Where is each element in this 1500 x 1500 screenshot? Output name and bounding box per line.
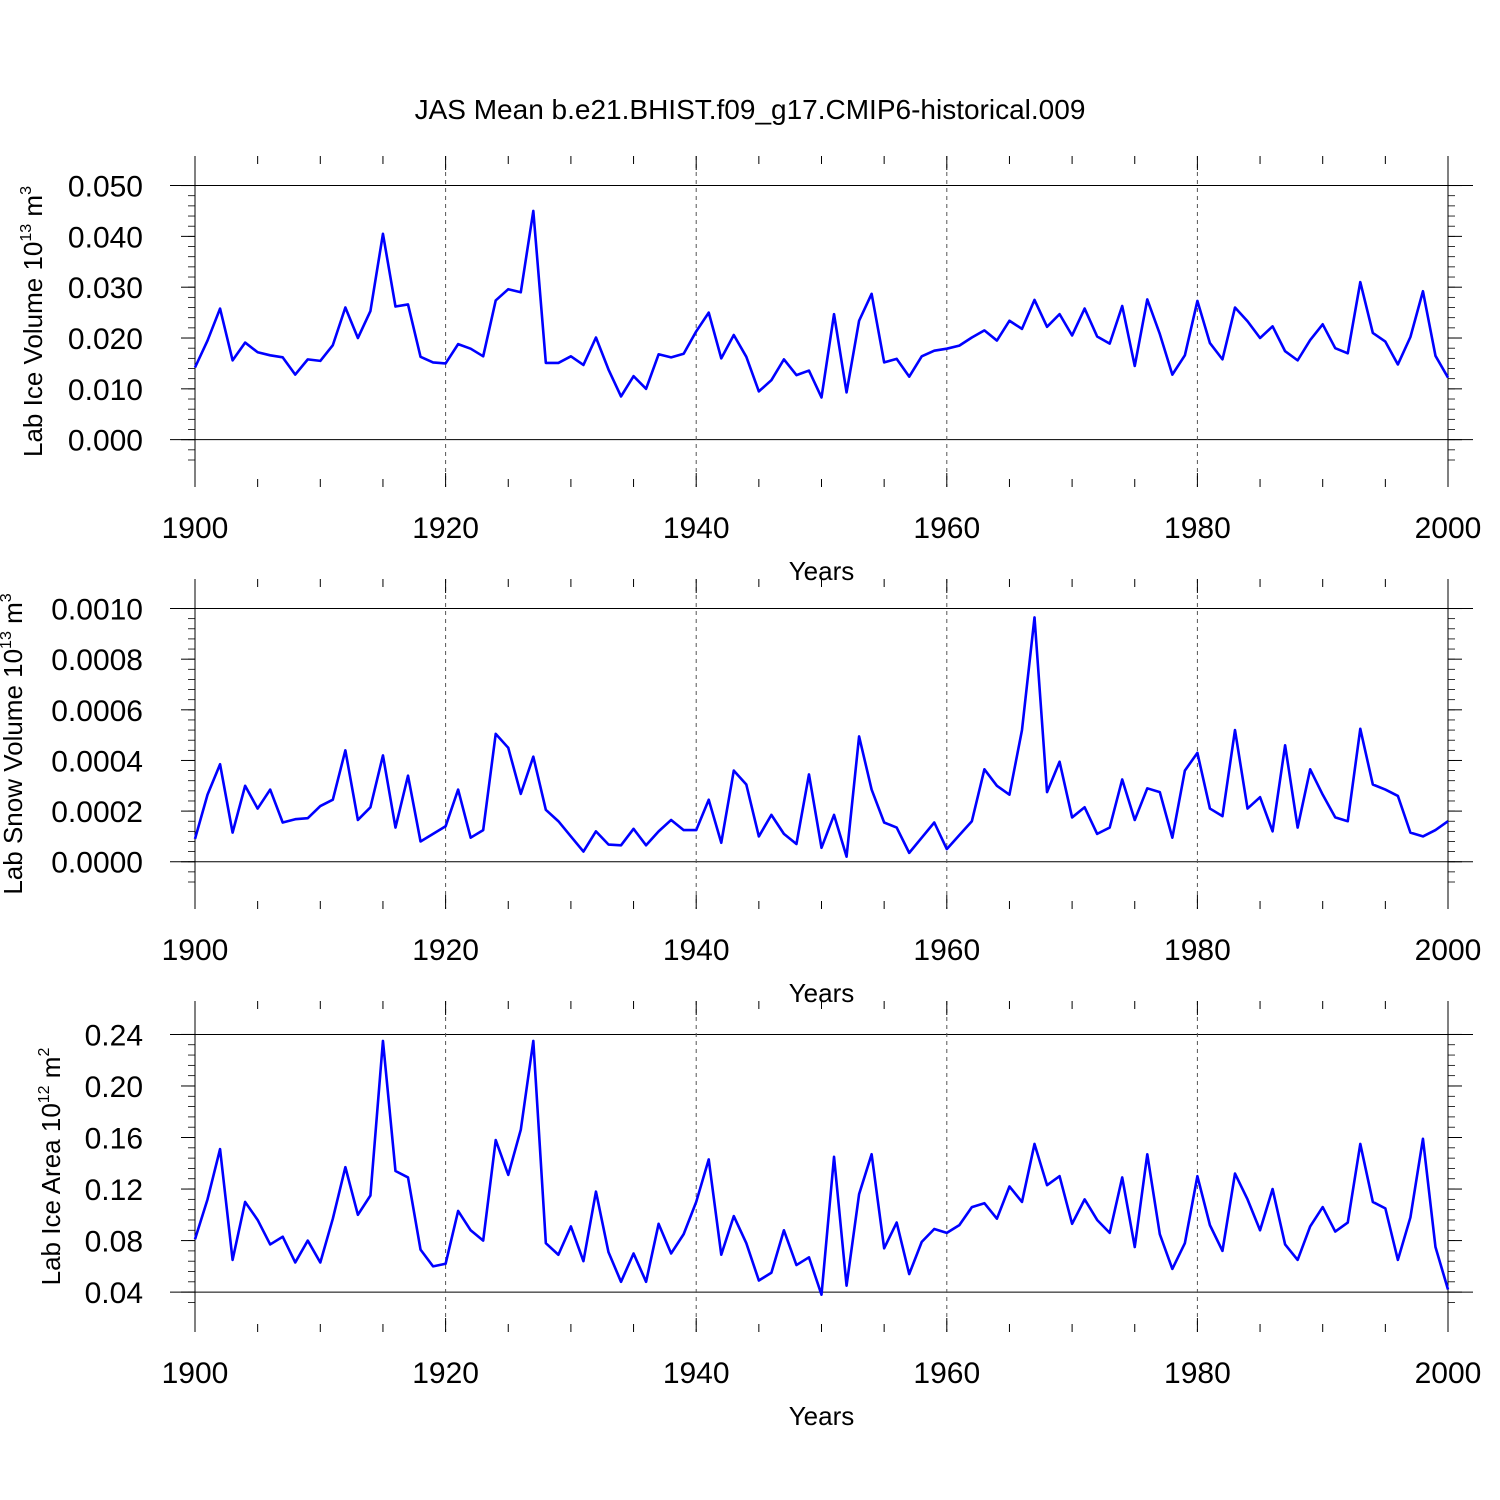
y-tick-label: 0.0000 (51, 847, 143, 880)
y-axis-label-text: Lab Snow Volume 10 (0, 649, 28, 895)
y-axis-label-unit: m (0, 602, 28, 631)
y-tick-label: 0.12 (85, 1174, 143, 1207)
series-line (193, 616, 1449, 858)
y-tick-label: 0.08 (85, 1226, 143, 1259)
x-tick-label: 1980 (1164, 1357, 1231, 1390)
y-axis-label: Lab Snow Volume 1013 m3 (0, 593, 28, 894)
x-tick-label: 1920 (412, 934, 479, 967)
panel-ice-volume: 0.000 0.010 0.020 0.030 0.040 0.050 1900 1920 19… (18, 156, 1481, 586)
panel-ice-area: 0.04 0.08 0.12 0.16 0.20 0.24 1900 1920 1940 1960… (36, 1001, 1481, 1431)
y-axis-label-unit-exponent: 3 (0, 593, 15, 602)
x-tick-label: 2000 (1415, 1357, 1482, 1390)
x-tick-label: 1900 (162, 934, 229, 967)
y-tick-label: 0.0006 (51, 695, 143, 728)
panel-snow-volume: 0.0000 0.0002 0.0004 0.0006 0.0008 0.0010 1900… (0, 579, 1481, 1008)
y-tick-label: 0.0010 (51, 594, 143, 627)
series-line (193, 209, 1450, 399)
y-axis-label-text: Lab Ice Area 10 (36, 1103, 66, 1285)
x-tick-label: 1920 (412, 512, 479, 545)
y-tick-label: 0.04 (85, 1277, 143, 1310)
x-tick-label: 1940 (663, 934, 730, 967)
series-line (193, 1039, 1450, 1296)
y-axis-label-exponent: 13 (18, 224, 35, 242)
x-tick-label: 1980 (1164, 512, 1231, 545)
y-axis-label-exponent: 13 (0, 631, 15, 649)
x-tick-label: 1960 (913, 512, 980, 545)
figure-title: JAS Mean b.e21.BHIST.f09_g17.CMIP6-histo… (415, 94, 1086, 125)
x-tick-label: 2000 (1415, 512, 1482, 545)
y-tick-label: 0.24 (85, 1019, 143, 1052)
y-tick-label: 0.010 (68, 374, 143, 407)
y-tick-label: 0.20 (85, 1071, 143, 1104)
y-axis-label-unit: m (36, 1057, 66, 1086)
x-tick-label: 1980 (1164, 934, 1231, 967)
y-tick-label: 0.0008 (51, 644, 143, 677)
x-tick-label: 1940 (663, 1357, 730, 1390)
x-tick-label: 1960 (913, 934, 980, 967)
x-axis-label: Years (789, 1401, 855, 1431)
y-tick-label: 0.0004 (51, 745, 143, 778)
x-tick-label: 1960 (913, 1357, 980, 1390)
x-tick-label: 1900 (162, 512, 229, 545)
y-axis-label-unit-exponent: 3 (18, 186, 35, 195)
y-tick-label: 0.000 (68, 425, 143, 458)
y-tick-label: 0.0002 (51, 796, 143, 829)
y-tick-label: 0.050 (68, 171, 143, 204)
y-axis-label-unit-exponent: 2 (36, 1048, 53, 1057)
y-axis-label-exponent: 12 (36, 1085, 53, 1103)
y-axis-label-unit: m (18, 195, 48, 224)
x-tick-label: 2000 (1415, 934, 1482, 967)
y-tick-label: 0.040 (68, 221, 143, 254)
y-axis-label-text: Lab Ice Volume 10 (18, 242, 48, 457)
y-axis-label: Lab Ice Volume 1013 m3 (18, 186, 48, 457)
x-tick-label: 1940 (663, 512, 730, 545)
y-tick-label: 0.030 (68, 272, 143, 305)
x-tick-label: 1920 (412, 1357, 479, 1390)
x-tick-label: 1900 (162, 1357, 229, 1390)
y-axis-label: Lab Ice Area 1012 m2 (36, 1048, 66, 1286)
y-tick-label: 0.16 (85, 1123, 143, 1156)
y-tick-label: 0.020 (68, 323, 143, 356)
